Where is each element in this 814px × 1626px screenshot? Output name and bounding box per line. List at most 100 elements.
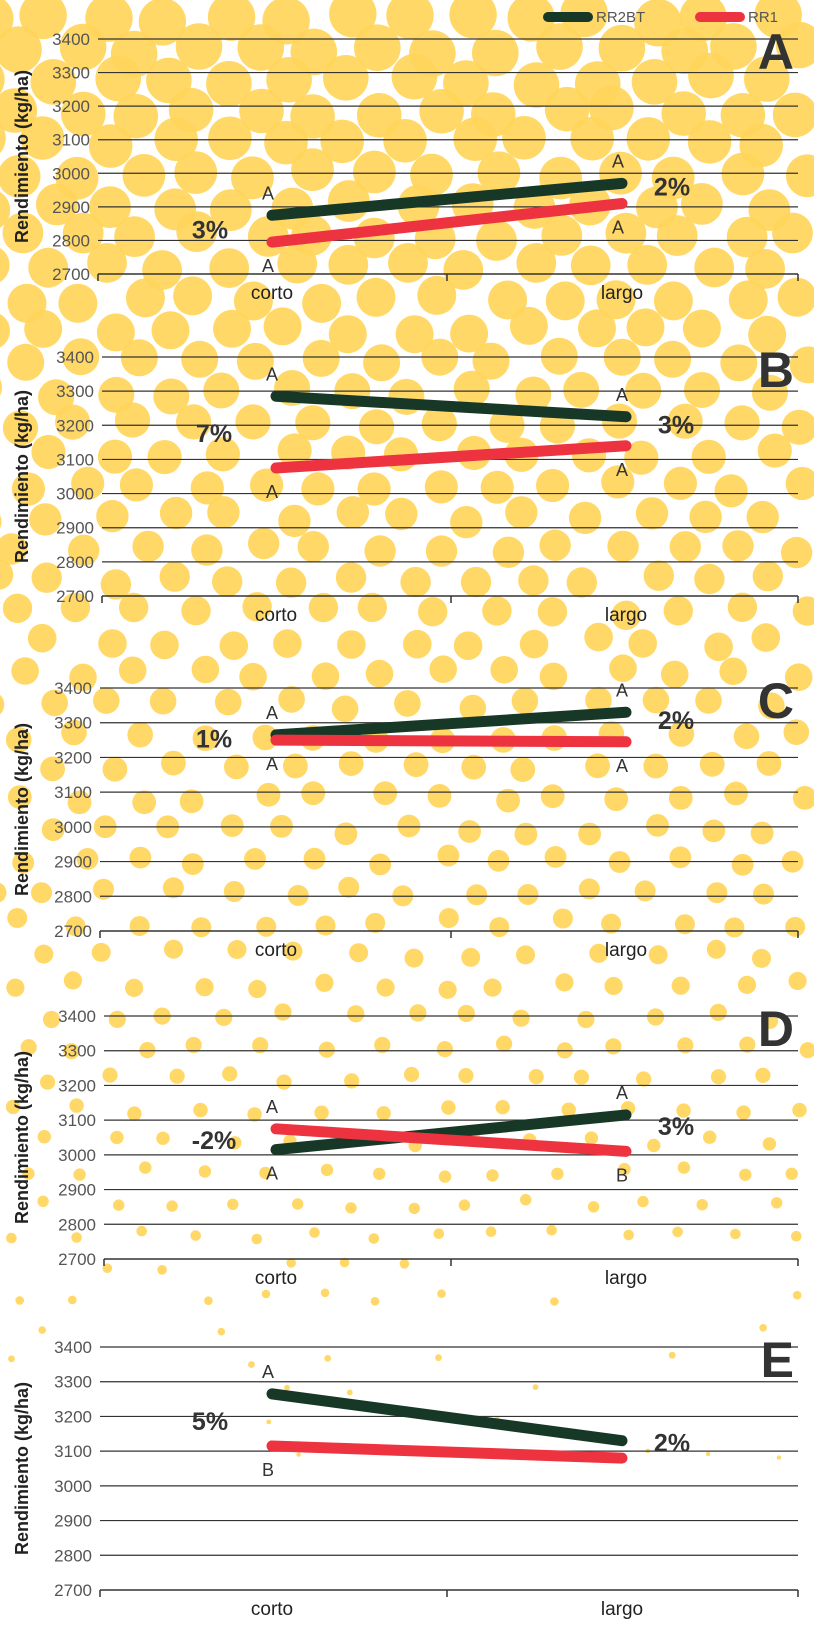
decor-dot [321, 1164, 333, 1176]
panel-letter: B [758, 342, 794, 398]
decor-dot [759, 1324, 767, 1332]
decor-dot [373, 781, 397, 805]
decor-dot [365, 913, 385, 933]
decor-dot [570, 117, 614, 161]
decor-dot [150, 688, 177, 715]
y-tick-label: 3300 [54, 1373, 92, 1392]
significance-letter: A [612, 218, 624, 238]
decor-dot [266, 1420, 271, 1425]
decor-dot [729, 280, 768, 319]
decor-dot [704, 633, 733, 662]
decor-dot [489, 917, 509, 937]
decor-dot [724, 917, 744, 937]
decor-dot [777, 1455, 781, 1459]
y-axis-label: Rendimiento (kg/ha) [12, 723, 32, 896]
y-axis-label: Rendimiento (kg/ha) [12, 390, 32, 563]
decor-dot [458, 1068, 473, 1083]
y-tick-label: 3200 [52, 97, 90, 116]
decor-dot [203, 373, 239, 409]
series-line-rr2bt [272, 1394, 622, 1441]
decor-dot [220, 631, 249, 660]
significance-letter: A [266, 703, 278, 723]
decor-dot [578, 823, 601, 846]
difference-label: 2% [654, 1429, 690, 1457]
decor-dot [113, 1199, 124, 1210]
decor-dot [335, 822, 358, 845]
decor-dot [546, 281, 585, 320]
decor-dot [627, 117, 671, 161]
decor-dot [636, 1071, 651, 1086]
y-tick-label: 2700 [58, 1250, 96, 1269]
decor-dot [296, 1452, 300, 1456]
decor-dot [209, 248, 249, 288]
decor-dot [541, 784, 565, 808]
decor-dot [122, 154, 165, 197]
decor-dot [490, 656, 518, 684]
decor-dot [628, 629, 657, 658]
decor-dot [512, 688, 539, 715]
x-category-label: corto [251, 283, 293, 304]
decor-dot [644, 561, 674, 591]
decor-dot [513, 1010, 530, 1027]
decor-dot [502, 116, 546, 160]
decor-dot [156, 1132, 169, 1145]
decor-dot [700, 752, 725, 777]
decor-dot [785, 917, 805, 937]
panel-letter: C [758, 673, 794, 729]
decor-dot [439, 981, 457, 999]
y-tick-label: 2700 [56, 587, 94, 606]
decor-dot [627, 308, 665, 346]
y-tick-label: 3400 [54, 679, 92, 698]
decor-dot [40, 1075, 55, 1090]
decor-dot [0, 312, 10, 350]
decor-dot [264, 307, 302, 345]
decor-dot [454, 371, 490, 407]
significance-letter: A [262, 256, 274, 276]
decor-dot [357, 278, 396, 317]
y-tick-label: 3200 [56, 416, 94, 435]
decor-dot [670, 531, 701, 562]
decor-dot [435, 1354, 442, 1361]
significance-letter: B [262, 1460, 274, 1480]
decor-dot [623, 1230, 634, 1241]
decor-dot [409, 1203, 420, 1214]
decor-dot [68, 1296, 77, 1305]
decor-dot [363, 344, 400, 381]
decor-dot [404, 752, 429, 777]
y-tick-label: 3000 [52, 164, 90, 183]
decor-dot [536, 469, 569, 502]
decor-dot [344, 1073, 359, 1088]
decor-dot [181, 341, 218, 378]
decor-dot [604, 787, 628, 811]
decor-dot [89, 124, 133, 168]
decor-dot [369, 854, 391, 876]
y-tick-label: 3300 [52, 64, 90, 83]
decor-dot [244, 848, 266, 870]
decor-dot [669, 786, 693, 810]
y-tick-label: 2800 [56, 553, 94, 572]
significance-letter: B [616, 1165, 628, 1185]
decor-dot [277, 244, 317, 284]
decor-dot [773, 93, 814, 138]
decor-dot [434, 1228, 445, 1239]
decor-dot [536, 23, 583, 70]
decor-dot [139, 1161, 151, 1173]
decor-dot [539, 530, 570, 561]
decor-dot [92, 943, 111, 962]
decor-dot [627, 245, 667, 285]
y-tick-label: 2800 [58, 1215, 96, 1234]
y-tick-label: 2800 [54, 1546, 92, 1565]
significance-letter: A [616, 460, 628, 480]
decor-dot [569, 502, 601, 534]
decor-dot [278, 686, 305, 713]
decor-dot [227, 1199, 238, 1210]
decor-dot [347, 1005, 364, 1022]
decor-dot [257, 783, 281, 807]
decor-dot [388, 243, 428, 283]
y-axis-label: Rendimiento (kg/ha) [12, 1382, 32, 1555]
decor-dot [0, 506, 2, 538]
decor-dot [163, 877, 184, 898]
decor-dot [496, 1100, 510, 1114]
decor-dot [239, 663, 267, 691]
